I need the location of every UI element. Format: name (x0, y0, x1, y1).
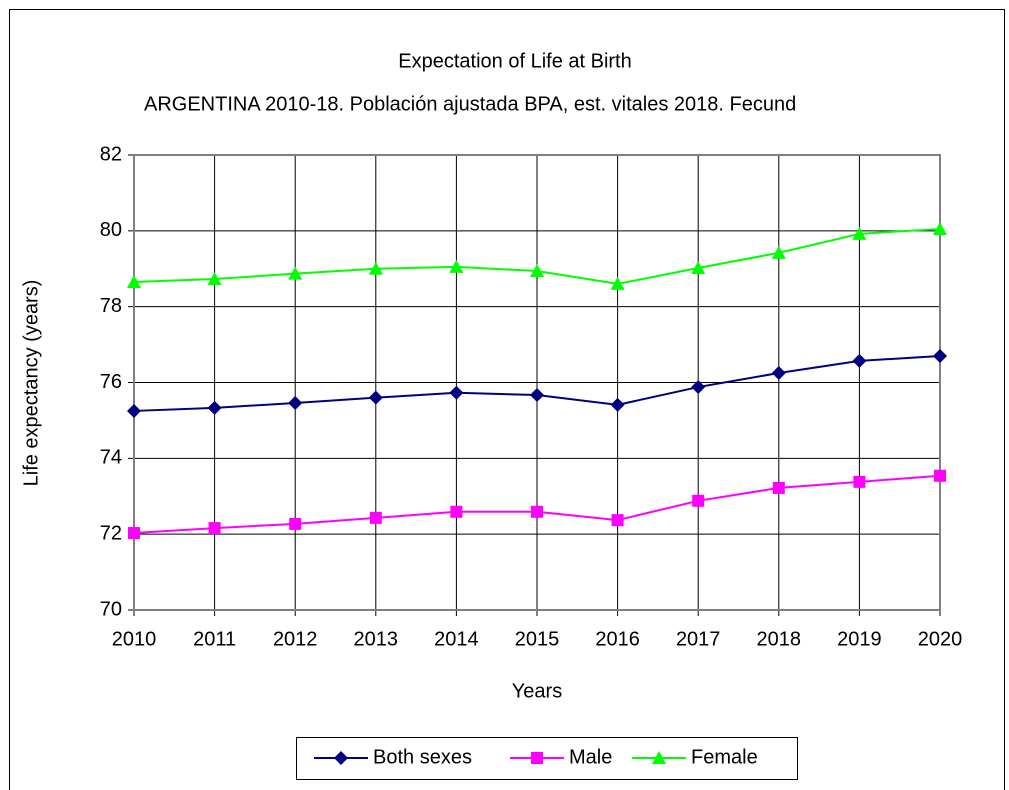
marker (289, 517, 302, 530)
chart-title: Expectation of Life at Birth (398, 50, 631, 72)
x-axis-label: Years (512, 680, 562, 702)
x-tick-label: 2010 (112, 628, 157, 650)
x-tick-label: 2016 (595, 628, 640, 650)
marker (852, 226, 867, 240)
x-tick-label: 2017 (676, 628, 721, 650)
y-axis-label: Life expectancy (years) (20, 280, 42, 487)
y-tick-label: 70 (100, 598, 122, 620)
y-tick-label: 74 (100, 447, 122, 469)
marker (771, 366, 786, 381)
x-tick-label: 2012 (273, 628, 318, 650)
legend-marker (652, 751, 666, 764)
marker (934, 469, 946, 482)
y-tick-label: 76 (100, 371, 122, 393)
y-tick-label: 78 (100, 295, 122, 317)
marker (531, 505, 543, 518)
x-tick-label: 2018 (757, 628, 802, 650)
marker (368, 261, 383, 275)
marker (207, 271, 222, 285)
legend-marker (531, 752, 543, 764)
marker (611, 514, 624, 527)
marker (692, 494, 705, 507)
marker (772, 481, 785, 494)
marker (771, 245, 786, 259)
marker (449, 385, 464, 400)
x-tick-label: 2015 (515, 628, 560, 650)
marker (530, 388, 544, 403)
x-tick-label: 2011 (193, 628, 236, 650)
marker (127, 403, 141, 418)
marker (933, 348, 947, 363)
y-tick-label: 72 (100, 522, 122, 544)
marker (127, 275, 141, 289)
plot-border (133, 154, 941, 611)
y-tick-label: 80 (100, 219, 122, 241)
marker (207, 400, 222, 415)
marker (530, 264, 544, 278)
marker (128, 527, 140, 540)
chart-subtitle: ARGENTINA 2010-18. Población ajustada BP… (144, 93, 796, 115)
marker (288, 395, 303, 410)
legend-label: Female (691, 746, 758, 768)
marker (852, 353, 867, 368)
marker (208, 522, 221, 535)
x-tick-label: 2020 (918, 628, 963, 650)
marker (610, 276, 625, 290)
legend-label: Both sexes (373, 746, 472, 768)
marker (368, 390, 383, 405)
marker (450, 505, 463, 518)
chart-border (9, 9, 1005, 790)
marker (369, 511, 382, 524)
marker (610, 397, 625, 412)
marker (933, 221, 947, 235)
x-tick-label: 2014 (434, 628, 479, 650)
x-tick-label: 2013 (354, 628, 399, 650)
marker (691, 380, 706, 395)
marker (288, 266, 303, 280)
y-tick-label: 82 (100, 143, 122, 165)
marker (449, 259, 464, 273)
legend-marker (334, 751, 348, 765)
marker (853, 475, 866, 488)
marker (691, 260, 706, 274)
legend-label: Male (569, 746, 612, 768)
x-tick-label: 2019 (837, 628, 882, 650)
